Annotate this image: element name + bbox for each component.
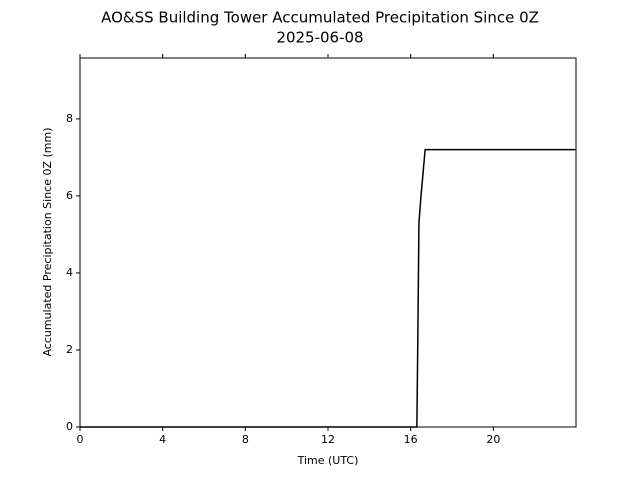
x-tick-label: 16 — [404, 433, 418, 446]
chart-title: AO&SS Building Tower Accumulated Precipi… — [101, 9, 539, 27]
chart-subtitle: 2025-06-08 — [276, 29, 363, 47]
x-tick-label: 20 — [486, 433, 500, 446]
y-tick-label: 4 — [66, 266, 73, 279]
y-tick-label: 2 — [66, 343, 73, 356]
y-axis-label: Accumulated Precipitation Since 0Z (mm) — [41, 127, 54, 356]
plot-frame — [79, 57, 577, 428]
x-axis-label: Time (UTC) — [297, 454, 359, 467]
y-tick-label: 8 — [66, 112, 73, 125]
x-tick-label: 8 — [242, 433, 249, 446]
data-line — [80, 148, 576, 428]
y-tick-label: 6 — [66, 189, 73, 202]
x-tick-label: 0 — [77, 433, 84, 446]
y-tick-label: 0 — [66, 420, 73, 433]
x-tick-label: 4 — [159, 433, 166, 446]
x-tick-label: 12 — [321, 433, 335, 446]
